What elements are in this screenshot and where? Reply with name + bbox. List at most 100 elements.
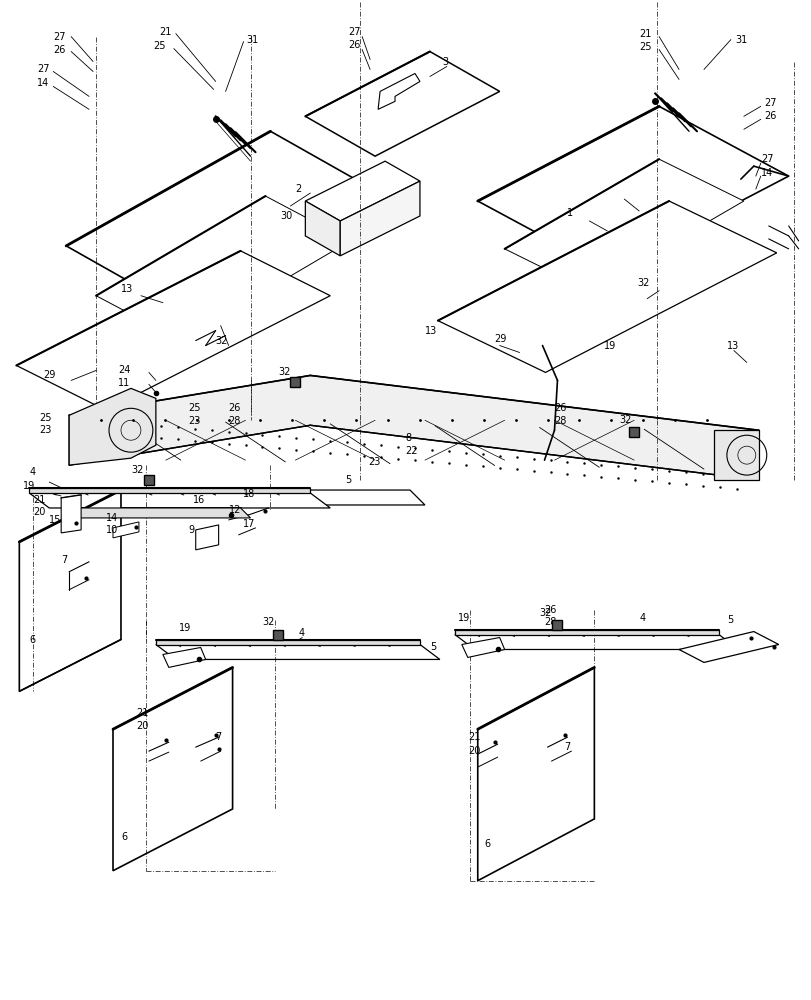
Polygon shape	[504, 159, 743, 291]
Text: 25: 25	[39, 413, 52, 423]
Text: 28: 28	[229, 416, 241, 426]
Text: 20: 20	[467, 746, 479, 756]
Text: 13: 13	[424, 326, 436, 336]
Text: 6: 6	[121, 832, 127, 842]
Text: 13: 13	[121, 284, 133, 294]
Polygon shape	[195, 525, 218, 550]
Text: 27: 27	[348, 27, 360, 37]
Polygon shape	[378, 73, 419, 109]
Text: 21: 21	[33, 495, 45, 505]
Text: 30: 30	[280, 211, 292, 221]
Text: 23: 23	[367, 457, 380, 467]
Text: 32: 32	[216, 336, 228, 346]
Text: 1: 1	[567, 208, 573, 218]
Text: 5: 5	[726, 615, 732, 625]
Text: 27: 27	[37, 64, 49, 74]
Text: 19: 19	[457, 613, 470, 623]
Polygon shape	[66, 131, 384, 311]
Text: 18: 18	[242, 489, 255, 499]
Text: 14: 14	[37, 78, 49, 88]
Polygon shape	[678, 632, 778, 662]
Text: 21: 21	[467, 732, 479, 742]
Text: 4: 4	[638, 613, 645, 623]
Text: 14: 14	[106, 513, 118, 523]
Text: 12: 12	[229, 505, 241, 515]
Polygon shape	[305, 201, 340, 256]
Text: 26: 26	[229, 403, 241, 413]
Polygon shape	[584, 238, 720, 314]
Text: 7: 7	[564, 742, 570, 752]
Text: 19: 19	[178, 623, 191, 633]
Text: 25: 25	[188, 403, 201, 413]
Text: 32: 32	[278, 367, 290, 377]
Polygon shape	[454, 635, 738, 649]
Text: 3: 3	[441, 57, 448, 67]
Text: 21: 21	[159, 27, 171, 37]
Polygon shape	[126, 490, 424, 505]
Text: 32: 32	[637, 278, 649, 288]
Text: 10: 10	[106, 525, 118, 535]
Polygon shape	[163, 647, 205, 667]
Text: 9: 9	[188, 525, 195, 535]
Polygon shape	[156, 645, 440, 659]
Polygon shape	[69, 388, 156, 465]
Polygon shape	[454, 630, 718, 635]
Text: 31: 31	[247, 35, 259, 45]
Text: 31: 31	[734, 35, 746, 45]
Text: 27: 27	[760, 154, 772, 164]
Text: 6: 6	[29, 635, 36, 645]
Text: 32: 32	[539, 608, 551, 618]
Text: 11: 11	[118, 378, 130, 388]
Text: 29: 29	[43, 370, 55, 380]
Polygon shape	[461, 638, 504, 657]
Text: 7: 7	[216, 732, 221, 742]
Text: 28: 28	[544, 617, 556, 627]
Text: 26: 26	[544, 605, 556, 615]
Polygon shape	[29, 493, 330, 508]
Text: 4: 4	[298, 628, 304, 638]
Text: 20: 20	[135, 721, 148, 731]
Polygon shape	[29, 488, 310, 493]
Text: 21: 21	[135, 708, 148, 718]
Text: 2: 2	[295, 184, 301, 194]
Text: 26: 26	[554, 403, 566, 413]
Polygon shape	[16, 251, 330, 410]
Polygon shape	[19, 490, 121, 691]
Text: 26: 26	[348, 40, 360, 50]
Text: 26: 26	[54, 45, 66, 55]
Polygon shape	[437, 201, 776, 372]
Polygon shape	[113, 522, 139, 538]
Polygon shape	[477, 106, 787, 271]
Text: 14: 14	[760, 168, 772, 178]
Text: 5: 5	[345, 475, 351, 485]
Text: 19: 19	[24, 481, 36, 491]
Text: 27: 27	[54, 32, 66, 42]
Text: 29: 29	[494, 334, 506, 344]
Polygon shape	[305, 161, 419, 221]
Text: 17: 17	[242, 519, 255, 529]
Text: 24: 24	[118, 365, 131, 375]
Polygon shape	[305, 52, 499, 156]
Text: 28: 28	[554, 416, 566, 426]
Polygon shape	[156, 271, 310, 360]
Text: 16: 16	[192, 495, 204, 505]
Text: 19: 19	[603, 341, 616, 351]
Text: 32: 32	[262, 617, 275, 627]
Text: 15: 15	[49, 515, 62, 525]
Polygon shape	[477, 667, 594, 881]
Text: 25: 25	[152, 41, 165, 51]
Text: 13: 13	[726, 341, 738, 351]
Polygon shape	[340, 181, 419, 256]
Polygon shape	[96, 196, 350, 341]
Text: 26: 26	[763, 111, 775, 121]
Polygon shape	[156, 640, 419, 645]
Text: 20: 20	[33, 507, 45, 517]
Text: 23: 23	[39, 425, 52, 435]
Text: 25: 25	[638, 42, 651, 52]
Text: 21: 21	[638, 29, 650, 39]
Text: 5: 5	[429, 642, 436, 652]
Text: 6: 6	[484, 839, 491, 849]
Text: 4: 4	[29, 467, 36, 477]
Text: 8: 8	[405, 433, 410, 443]
Polygon shape	[113, 667, 232, 871]
